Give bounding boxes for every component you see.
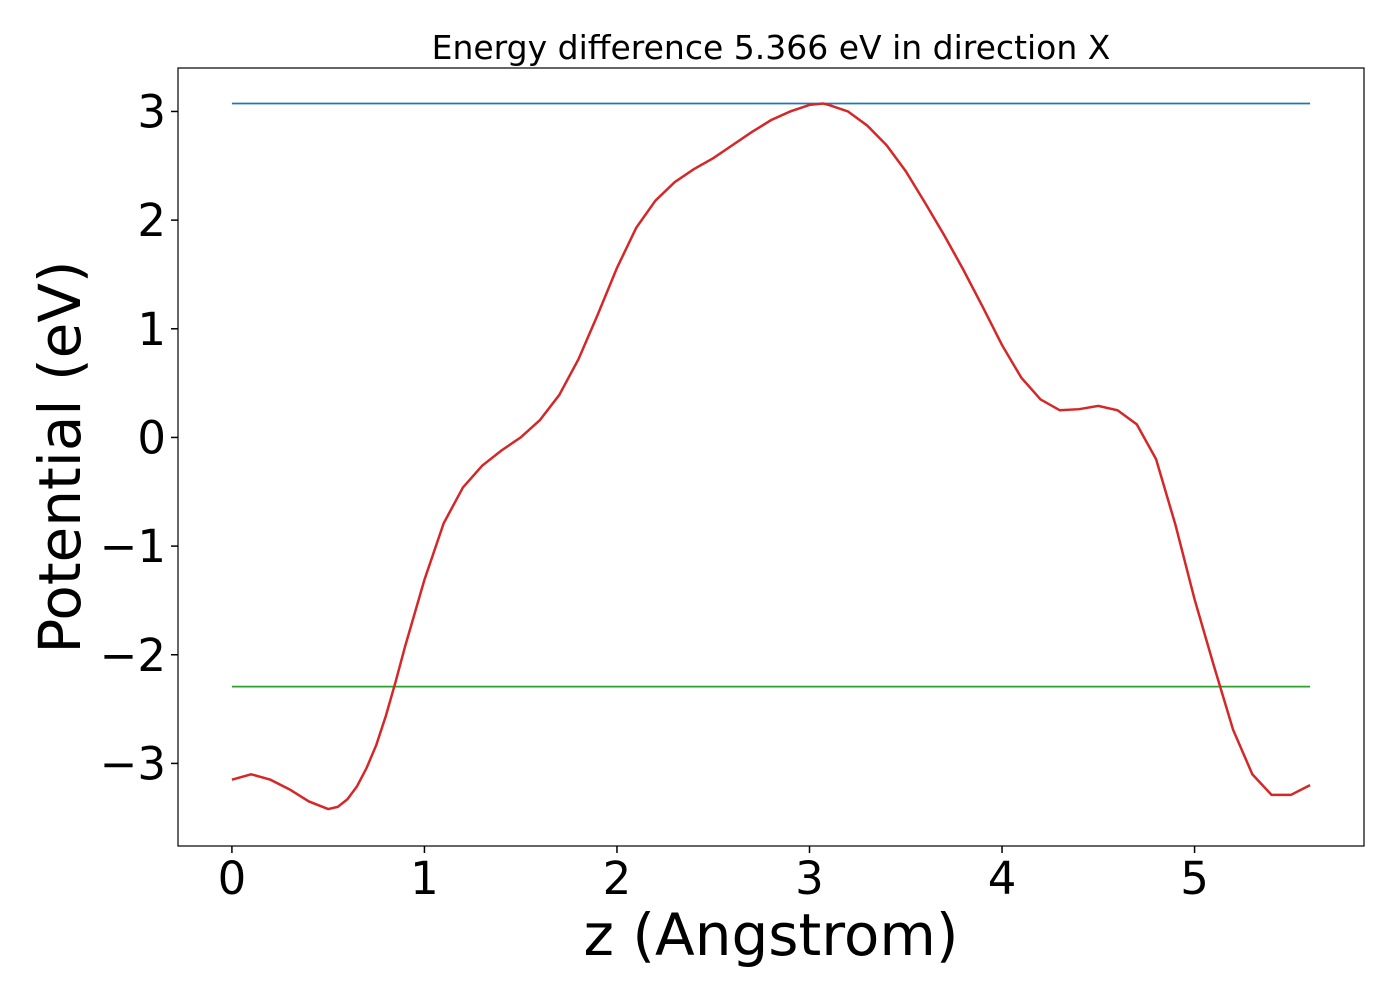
x-axis-label: z (Angstrom)	[584, 901, 959, 969]
y-tick-label: 1	[137, 303, 166, 356]
x-tick-label: 0	[218, 852, 247, 905]
data-line	[231, 102, 1311, 811]
chart-title: Energy difference 5.366 eV in direction …	[432, 28, 1111, 67]
plot-frame	[177, 67, 1365, 847]
x-tick-label: 4	[988, 852, 1017, 905]
y-tick-label: −2	[100, 629, 166, 682]
y-tick-label: 2	[137, 194, 166, 247]
y-tick-label: 3	[137, 85, 166, 138]
y-tick-label: −1	[100, 520, 166, 573]
y-tick-label: 0	[137, 411, 166, 464]
x-tick-label: 3	[795, 852, 824, 905]
y-tick-label: −3	[100, 737, 166, 790]
x-tick-label: 5	[1180, 852, 1209, 905]
y-axis-label: Potential (eV)	[26, 260, 94, 653]
x-tick-label: 2	[603, 852, 632, 905]
x-tick-label: 1	[410, 852, 439, 905]
